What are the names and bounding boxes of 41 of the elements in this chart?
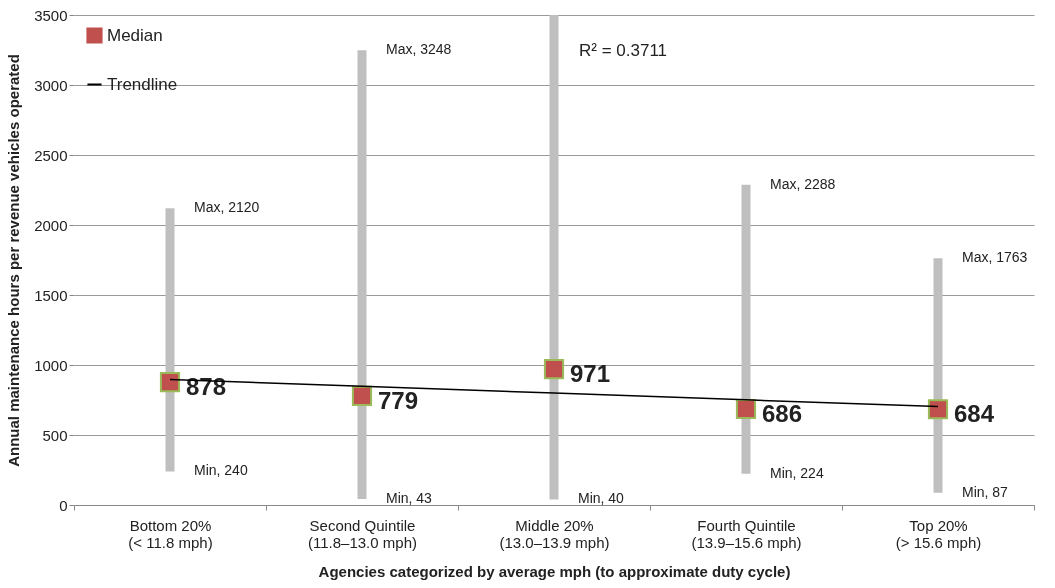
annotation: Min, 43 bbox=[386, 489, 433, 506]
bar bbox=[357, 50, 367, 499]
point bbox=[927, 399, 949, 420]
y-tick-label: 3000 bbox=[34, 76, 68, 94]
data-label: 686 bbox=[762, 399, 803, 427]
x-tick-label: Fourth Quintile (13.9–15.6 mph) bbox=[691, 516, 802, 551]
x-axis-title: Agencies categorized by average mph (to approximate duty cycle) bbox=[318, 562, 791, 580]
data-label: 684 bbox=[954, 400, 995, 428]
y-tick-label: 1000 bbox=[34, 356, 68, 374]
bar bbox=[741, 184, 751, 474]
x-tick-label: Top 20% (> 15.6 mph) bbox=[895, 516, 982, 551]
bar bbox=[165, 208, 175, 472]
y-tick-label: 500 bbox=[42, 426, 68, 444]
legend-label: Trendline bbox=[107, 74, 178, 94]
annotation: Min, 240 bbox=[194, 462, 248, 479]
y-tick-label: 2000 bbox=[34, 216, 68, 234]
x-tick-label: Middle 20% (13.0–13.9 mph) bbox=[499, 516, 610, 551]
x-tick-label: Bottom 20% (< 11.8 mph) bbox=[128, 516, 213, 551]
point bbox=[735, 398, 757, 420]
y-tick-label: 1500 bbox=[34, 286, 68, 304]
y-tick-label: 2500 bbox=[34, 146, 68, 164]
bar bbox=[933, 258, 943, 493]
annotation: Min, 40 bbox=[578, 490, 625, 507]
y-tick-label: 3500 bbox=[34, 6, 68, 24]
data-label: 971 bbox=[570, 360, 611, 388]
point bbox=[543, 358, 565, 380]
point bbox=[351, 385, 373, 407]
legend-label: Median bbox=[107, 25, 163, 45]
x-tick-label: Second Quintile (11.8–13.0 mph) bbox=[308, 516, 417, 551]
annotation: Max, 2120 bbox=[194, 199, 260, 216]
y-axis-title: Annual maintenance hours per revenue vehicles operated bbox=[5, 54, 23, 467]
point bbox=[159, 372, 181, 393]
annotation: Max, 3248 bbox=[386, 41, 452, 58]
annotation: R² = 0.3711 bbox=[579, 41, 668, 60]
annotation: Max, 1763 bbox=[962, 249, 1028, 266]
y-tick-label: 0 bbox=[59, 496, 68, 514]
annotation: Min, 87 bbox=[962, 483, 1009, 500]
data-label: 779 bbox=[378, 386, 419, 414]
bar bbox=[549, 15, 559, 500]
annotation: Min, 224 bbox=[770, 464, 824, 481]
annotation: Max, 2288 bbox=[770, 175, 836, 192]
